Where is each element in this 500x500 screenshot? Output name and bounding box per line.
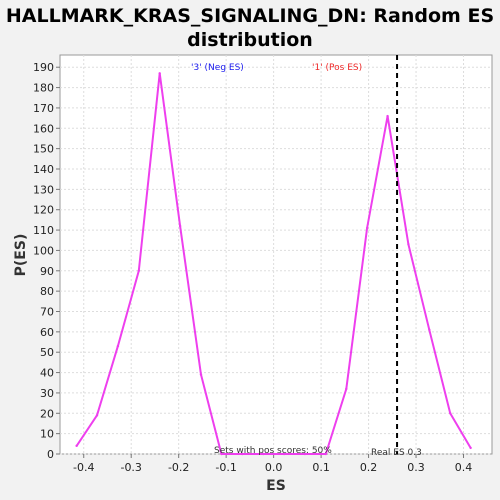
es-data-point (75, 444, 78, 448)
real-es-label: Real ES 0.3 (371, 448, 422, 458)
y-tick-label: 20 (40, 407, 54, 420)
y-tick-label: 170 (33, 102, 54, 115)
tick-layer: 0 10 20 30 40 50 60 70 80 90 100 110 120 130 140 150 160… (33, 61, 472, 474)
es-data-point (261, 452, 265, 456)
es-data-point (199, 373, 203, 376)
neg-es-label: '3' (Neg ES) (191, 63, 244, 73)
es-data-point (386, 114, 389, 118)
es-data-point (449, 412, 452, 415)
es-data-point (241, 452, 244, 456)
y-tick-label: 80 (40, 285, 54, 298)
es-data-point (345, 387, 348, 391)
x-tick-label: 0.2 (360, 461, 378, 474)
x-tick-label: -0.3 (120, 461, 141, 474)
es-data-point (428, 328, 431, 332)
y-tick-label: 60 (40, 326, 54, 339)
x-tick-label: 0.3 (407, 461, 425, 474)
es-data-point (365, 226, 369, 230)
chart-title-line2: distribution (187, 29, 313, 51)
y-tick-label: 40 (40, 367, 54, 380)
y-tick-label: 110 (33, 224, 54, 237)
y-axis-title: P(ES) (13, 234, 29, 277)
es-data-point (469, 446, 472, 450)
pos-es-label: '1' (Pos ES) (312, 63, 362, 73)
x-tick-label: -0.1 (215, 461, 236, 474)
chart-title-line1: HALLMARK_KRAS_SIGNALING_DN: Random ES (6, 5, 494, 27)
es-data-point (324, 452, 328, 456)
x-tick-label: 0.0 (265, 461, 283, 474)
es-distribution-line (75, 73, 472, 455)
y-tick-label: 0 (47, 448, 54, 461)
grid-layer (60, 55, 492, 455)
y-tick-label: 10 (40, 428, 54, 441)
plot-area (59, 54, 493, 455)
y-tick-label: 50 (40, 346, 54, 359)
pos-scores-label: Sets with pos scores: 50% (214, 446, 332, 456)
y-tick-label: 90 (40, 265, 54, 278)
y-tick-label: 160 (33, 122, 54, 135)
y-tick-label: 30 (40, 387, 54, 400)
y-tick-label: 190 (33, 61, 54, 74)
y-tick-label: 180 (33, 82, 54, 95)
x-axis-title: ES (266, 478, 286, 494)
y-tick-label: 120 (33, 204, 54, 217)
x-tick-label: -0.4 (73, 461, 94, 474)
x-tick-label: 0.4 (455, 461, 473, 474)
es-data-point (303, 452, 307, 456)
es-data-point (137, 269, 141, 272)
y-tick-label: 130 (33, 183, 54, 196)
es-data-point (282, 452, 286, 456)
es-data-point (407, 243, 410, 246)
y-tick-label: 100 (33, 244, 54, 257)
es-data-point (158, 72, 161, 75)
es-data-point (178, 224, 182, 228)
series-layer (75, 72, 472, 456)
x-tick-label: -0.2 (168, 461, 189, 474)
es-data-point (116, 344, 120, 348)
x-tick-label: 0.1 (312, 461, 330, 474)
y-tick-label: 70 (40, 306, 54, 319)
y-tick-label: 140 (33, 163, 54, 176)
es-data-point (220, 452, 223, 456)
y-tick-label: 150 (33, 143, 54, 156)
es-data-point (95, 414, 99, 417)
